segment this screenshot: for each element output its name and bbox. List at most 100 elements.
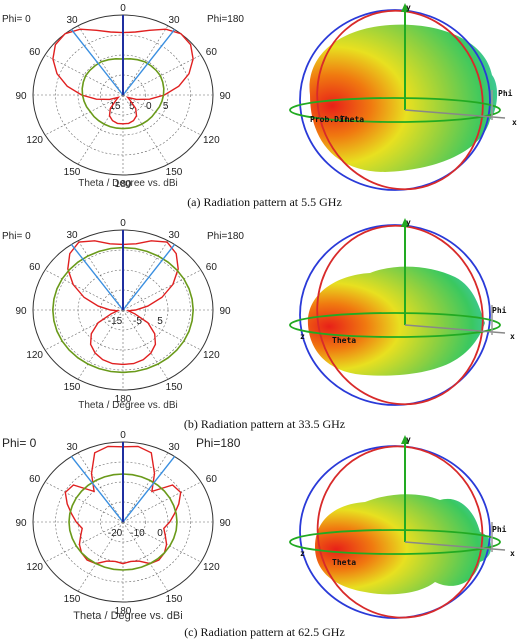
- polar-grid-spoke: [122, 240, 169, 311]
- sphere-plot-a: Prob.Dir.Theta Phi x y: [289, 3, 517, 191]
- angle-tick-label: 0: [120, 3, 126, 14]
- phi-right-label: Phi=180: [196, 436, 241, 450]
- angle-tick-label: 0: [120, 218, 126, 229]
- sphere-axis-label: y: [406, 3, 411, 12]
- polar-grid-spoke: [77, 94, 124, 165]
- sphere-ring-red: [316, 224, 484, 406]
- radial-tick-label: 5: [129, 101, 135, 112]
- polar-grid-spoke: [77, 452, 124, 523]
- angle-tick-label: 30: [66, 230, 78, 241]
- polar-xlabel-b: Theta / Degree vs. dBi: [78, 400, 178, 411]
- panel-a: Phi= 0 Phi=180 0 30 60 90 120 150 180 150 120 90 6…: [0, 0, 529, 215]
- polar-plot-a: 0 30 60 90 120 150 180 150 120 90 60 30 15 5 0 5: [15, 3, 238, 190]
- sphere-axis-label: z: [300, 332, 305, 341]
- polar-grid-spoke: [77, 25, 124, 96]
- radial-tick-label: 5: [157, 316, 163, 327]
- caption-a: (a) Radiation pattern at 5.5 GHz: [187, 195, 342, 209]
- angle-tick-label: 120: [26, 562, 43, 573]
- polar-plot-c: 0 30 60 90 120 150 180 150 120 90 60 30 -20 -10 0: [15, 430, 238, 617]
- angle-tick-label: 120: [203, 135, 220, 146]
- radiation-surface: [315, 494, 492, 595]
- polar-grid-spoke: [122, 94, 202, 136]
- angle-tick-label: 90: [15, 91, 27, 102]
- radial-tick-label: -10: [130, 528, 145, 539]
- panel-c: Phi= 0 Phi=180 0 30 60 90 120 150 180 150 120 90 6…: [0, 430, 529, 641]
- polar-chart-b: 0 30 60 90 120 150 180 150 120 90 60 30 -15 -5 5: [15, 218, 231, 405]
- angle-tick-label: 120: [203, 350, 220, 361]
- sphere-axis-label: z: [300, 549, 305, 558]
- angle-tick-label: 30: [66, 442, 78, 453]
- angle-tick-label: 60: [206, 262, 218, 273]
- pattern-series-ref: [51, 246, 195, 374]
- angle-tick-label: 90: [15, 518, 27, 529]
- x-axis-line: [404, 109, 506, 119]
- x-axis-line: [404, 541, 506, 551]
- y-axis-arrowhead: [401, 435, 409, 444]
- sphere-ring-red: [316, 9, 484, 191]
- polar-plot-b: 0 30 60 90 120 150 180 150 120 90 60 30 -15 -5 5: [15, 218, 238, 405]
- sphere-ring-red: [316, 445, 484, 619]
- angle-tick-label: 60: [29, 474, 41, 485]
- sphere-axis-label: y: [406, 218, 411, 227]
- polar-grid-spoke: [44, 54, 124, 96]
- sphere-axis-label: y: [406, 435, 411, 444]
- sphere-axis-label: Phi: [498, 88, 513, 98]
- beam-direction-line: [122, 29, 176, 96]
- phi-left-label: Phi= 0: [2, 436, 37, 450]
- beam-direction-line: [70, 29, 124, 96]
- radial-tick-label: 15: [109, 101, 121, 112]
- angle-tick-label: 120: [26, 135, 43, 146]
- sphere-axis-label: x: [510, 549, 515, 558]
- phi-right-label: Phi=180: [207, 14, 244, 25]
- polar-grid-spoke: [122, 25, 169, 96]
- pattern-series-main: [67, 240, 179, 366]
- radial-tick-label: 0: [146, 101, 152, 112]
- sphere-ring-green: [289, 529, 501, 555]
- sphere-ring-green: [289, 97, 501, 123]
- phi-right-label: Phi=180: [207, 231, 244, 242]
- angle-tick-label: 30: [168, 230, 180, 241]
- beam-direction-line: [122, 456, 176, 523]
- angle-tick-label: 30: [168, 15, 180, 26]
- sphere-axis-label: Prob.Dir.: [310, 114, 353, 124]
- sphere-axis-label: Phi: [492, 305, 507, 315]
- pattern-series-ref: [68, 473, 178, 571]
- radial-tick-label: -15: [108, 316, 123, 327]
- angle-tick-label: 60: [206, 474, 218, 485]
- angle-tick-label: 150: [166, 594, 183, 605]
- panel-b: Phi= 0 Phi=180 0 30 60 90 120 150 180 150 120 90 6…: [0, 215, 529, 431]
- angle-tick-label: 180: [115, 606, 132, 617]
- polar-xlabel-a: Theta / Degree vs. dBi: [78, 178, 178, 189]
- beam-direction-line: [122, 244, 176, 311]
- angle-tick-label: 90: [219, 306, 231, 317]
- polar-grid-spoke: [44, 521, 124, 563]
- angle-tick-label: 30: [168, 442, 180, 453]
- angle-tick-label: 60: [206, 47, 218, 58]
- radial-tick-label: -5: [133, 316, 142, 327]
- sphere-axis-label: x: [510, 332, 515, 341]
- polar-grid-spoke: [122, 481, 202, 523]
- angle-tick-label: 150: [166, 167, 183, 178]
- polar-grid-spoke: [44, 269, 124, 311]
- polar-grid-spoke: [122, 521, 202, 563]
- sphere-plot-c: Theta Phi x y z: [289, 435, 515, 619]
- caption-c: (c) Radiation pattern at 62.5 GHz: [184, 625, 345, 639]
- angle-tick-label: 60: [29, 262, 41, 273]
- angle-tick-label: 0: [120, 430, 126, 441]
- sphere-plot-b: Theta Phi x y z: [289, 218, 515, 406]
- polar-grid-spoke: [44, 481, 124, 523]
- y-axis-arrowhead: [401, 218, 409, 227]
- beam-direction-line: [70, 244, 124, 311]
- phi-left-label: Phi= 0: [2, 14, 31, 25]
- polar-xlabel-c: Theta / Degree vs. dBi: [73, 610, 183, 622]
- angle-tick-label: 150: [64, 167, 81, 178]
- polar-grid-spoke: [44, 309, 124, 351]
- angle-tick-label: 150: [64, 594, 81, 605]
- polar-chart-c: 0 30 60 90 120 150 180 150 120 90 60 30 -20 -10 0: [15, 430, 231, 617]
- angle-tick-label: 60: [29, 47, 41, 58]
- y-axis-arrowhead: [401, 3, 409, 12]
- angle-tick-label: 180: [115, 179, 132, 190]
- polar-grid-spoke: [77, 521, 124, 592]
- polar-grid-spoke: [44, 94, 124, 136]
